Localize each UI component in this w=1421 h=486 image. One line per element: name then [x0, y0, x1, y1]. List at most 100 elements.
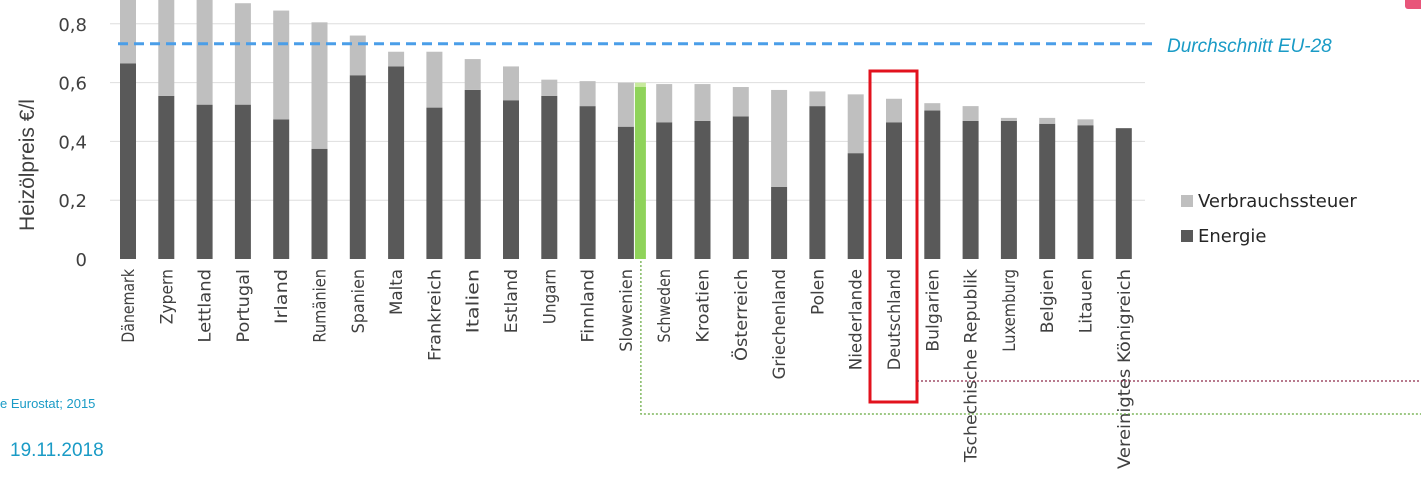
- y-tick-label: 0,2: [58, 191, 87, 212]
- x-tick-label: Niederlande: [847, 269, 867, 370]
- bar-energie: [847, 153, 864, 259]
- x-tick-label: Malta: [387, 269, 407, 315]
- x-tick-label: Rumänien: [311, 269, 331, 343]
- x-ticks: Dänemark Zypern Lettland Portugal Irland Rumä…: [119, 269, 1135, 469]
- bar-verbrauchssteuer: [617, 82, 634, 127]
- bar-verbrauchssteuer: [196, 0, 213, 105]
- bar-energie: [1077, 125, 1094, 259]
- x-tick-label: Slowenien: [617, 269, 637, 352]
- bar-verbrauchssteuer: [579, 81, 596, 107]
- date-label: 19.11.2018: [10, 440, 104, 461]
- bar-energie: [1000, 120, 1017, 259]
- x-tick-label: Deutschland: [885, 269, 905, 370]
- legend-label: Energie: [1198, 226, 1266, 247]
- bar-energie: [694, 120, 711, 259]
- bar-verbrauchssteuer: [120, 0, 136, 64]
- bar-energie: [120, 63, 136, 259]
- bar-energie: [732, 116, 749, 259]
- legend-swatch: [1181, 230, 1193, 242]
- x-tick-label: Estland: [502, 269, 522, 333]
- highlight-box: [868, 69, 919, 404]
- bar-energie: [311, 148, 328, 259]
- x-tick-label: Luxemburg: [1000, 269, 1020, 352]
- bar-verbrauchssteuer: [234, 3, 251, 105]
- bar-energie: [503, 100, 519, 260]
- x-tick-label: Dänemark: [119, 269, 139, 343]
- bar-verbrauchssteuer: [1039, 117, 1056, 124]
- bar-verbrauchssteuer: [541, 79, 558, 96]
- bar-energie: [924, 110, 941, 259]
- x-tick-label: Italien: [464, 269, 484, 333]
- bar-verbrauchssteuer: [1077, 119, 1094, 126]
- bar-verbrauchssteuer: [656, 84, 673, 123]
- source-note: e Eurostat; 2015: [0, 396, 96, 411]
- y-tick-label: 0,6: [58, 74, 87, 95]
- bar-verbrauchssteuer: [809, 91, 826, 107]
- x-tick-label: Irland: [272, 269, 292, 324]
- bar-verbrauchssteuer: [962, 106, 979, 121]
- bar-verbrauchssteuer: [694, 84, 711, 121]
- bar-verbrauchssteuer: [273, 10, 290, 120]
- x-tick-label: Bulgarien: [923, 269, 943, 352]
- bar-verbrauchssteuer: [924, 103, 941, 111]
- x-tick-label: Litauen: [1077, 269, 1097, 333]
- bars: [120, 0, 1132, 260]
- x-tick-label: Vereinigtes Königreich: [1115, 269, 1135, 469]
- bar-verbrauchssteuer: [311, 22, 328, 149]
- bar-energie: [617, 126, 634, 259]
- x-tick-label: Zypern: [157, 269, 177, 324]
- bar-energie: [579, 106, 596, 260]
- x-tick-label: Polen: [808, 269, 828, 315]
- average-label: Durchschnitt EU-28: [1167, 36, 1332, 57]
- bar-verbrauchssteuer: [771, 89, 788, 187]
- y-ticks: 0 0,2 0,4 0,6 0,8: [58, 15, 87, 271]
- bar-verbrauchssteuer: [847, 94, 864, 154]
- bar-energie: [541, 95, 558, 259]
- x-tick-label: Ungarn: [540, 269, 560, 324]
- bar-verbrauchssteuer: [886, 98, 902, 123]
- x-tick-label: Frankreich: [425, 269, 445, 361]
- x-tick-label: Finnland: [579, 269, 599, 343]
- bar-energie: [234, 104, 251, 260]
- bar-verbrauchssteuer: [503, 66, 519, 101]
- legend-swatch: [1181, 195, 1193, 207]
- highlight-connector-green: [640, 261, 1421, 415]
- bar-energie: [886, 122, 902, 259]
- bar-energie: [388, 66, 405, 260]
- x-tick-label: Portugal: [234, 269, 254, 343]
- x-tick-label: Schweden: [655, 269, 675, 343]
- y-tick-label: 0,4: [58, 132, 87, 153]
- bar-energie: [656, 122, 673, 259]
- x-tick-label: Spanien: [349, 269, 369, 333]
- bar-verbrauchssteuer: [426, 51, 443, 108]
- bar-energie: [464, 89, 481, 259]
- x-tick-label: Belgien: [1038, 269, 1058, 333]
- x-tick-label: Tschechische Republik: [962, 269, 982, 463]
- bar-energie: [962, 120, 979, 259]
- bar-energie: [158, 95, 175, 259]
- bar-verbrauchssteuer: [349, 35, 366, 76]
- x-tick-label: Griechenland: [770, 269, 790, 379]
- bar-energie: [273, 119, 290, 259]
- legend: Verbrauchssteuer Energie: [1181, 191, 1357, 247]
- x-tick-label: Kroatien: [694, 269, 714, 343]
- bar-verbrauchssteuer: [732, 87, 749, 117]
- highlight-marker: [634, 87, 646, 259]
- bar-energie: [349, 75, 366, 259]
- bar-energie: [771, 186, 788, 259]
- y-tick-label: 0,8: [58, 15, 87, 36]
- overlay: Durchschnitt EU-28: [118, 36, 1421, 415]
- y-tick-label: 0: [76, 250, 87, 271]
- bar-energie: [1039, 123, 1056, 259]
- highlight-marker-cap: [634, 82, 646, 91]
- bar-verbrauchssteuer: [464, 59, 481, 90]
- bar-verbrauchssteuer: [158, 0, 175, 96]
- bar-verbrauchssteuer: [1000, 117, 1017, 121]
- bar-energie: [426, 107, 443, 259]
- bar-verbrauchssteuer: [388, 51, 405, 67]
- bar-energie: [1115, 128, 1132, 259]
- bar-energie: [196, 104, 213, 260]
- x-tick-label: Österreich: [730, 269, 752, 361]
- x-tick-label: Lettland: [196, 269, 216, 343]
